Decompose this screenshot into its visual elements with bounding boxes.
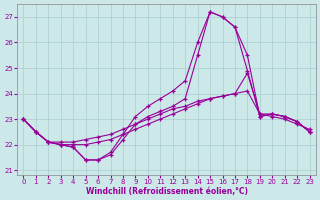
X-axis label: Windchill (Refroidissement éolien,°C): Windchill (Refroidissement éolien,°C) — [85, 187, 248, 196]
